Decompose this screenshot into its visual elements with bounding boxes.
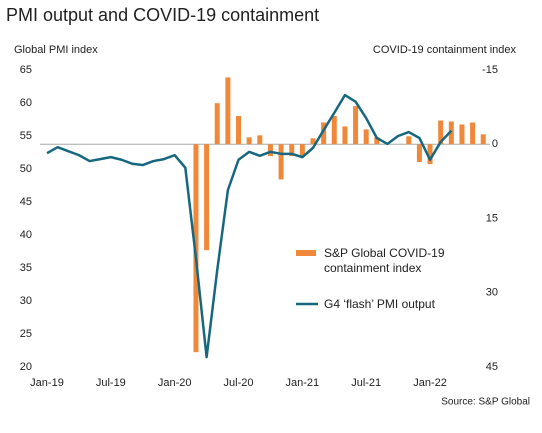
x-tick-label: Jan-22 xyxy=(413,377,447,389)
x-tick-label: Jul-19 xyxy=(96,377,126,389)
source: Source: S&P Global xyxy=(441,397,530,408)
y2-tick-label: 0 xyxy=(492,138,498,150)
y-tick-label: 35 xyxy=(20,262,32,274)
bar xyxy=(279,144,284,179)
y2-axis-label: COVID-19 containment index xyxy=(373,44,517,56)
bar xyxy=(332,116,337,144)
y-tick-label: 55 xyxy=(20,130,32,142)
bar xyxy=(364,129,369,144)
y-tick-label: 30 xyxy=(20,295,32,307)
y2-tick-label: 45 xyxy=(486,361,498,373)
y-tick-label: 25 xyxy=(20,328,32,340)
bar xyxy=(342,126,347,144)
chart-title: PMI output and COVID-19 containment xyxy=(6,5,319,25)
y-tick-label: 20 xyxy=(20,361,32,373)
bar xyxy=(236,116,241,144)
line xyxy=(47,95,451,357)
y2-tick-label: -15 xyxy=(482,64,498,76)
y-tick-label: 45 xyxy=(20,196,32,208)
y2-tick-label: 15 xyxy=(486,212,498,224)
bar xyxy=(257,135,262,144)
y-tick-label: 50 xyxy=(20,163,32,175)
page: PMI output and COVID-19 containment Glob… xyxy=(0,0,542,433)
bar xyxy=(225,77,230,144)
y-tick-label: 65 xyxy=(20,64,32,76)
y-axis-label: Global PMI index xyxy=(14,44,98,56)
bar xyxy=(406,136,411,144)
bar xyxy=(268,144,273,156)
legend-label: G4 ‘flash’ PMI output xyxy=(324,297,474,312)
x-tick-label: Jul-21 xyxy=(351,377,381,389)
x-tick-label: Jul-20 xyxy=(224,377,254,389)
x-tick-label: Jan-19 xyxy=(30,377,64,389)
bar xyxy=(481,134,486,144)
bar xyxy=(247,137,252,144)
x-tick-label: Jan-21 xyxy=(286,377,320,389)
bar xyxy=(215,103,220,144)
bar xyxy=(417,144,422,162)
bar xyxy=(353,106,358,144)
y-tick-label: 60 xyxy=(20,97,32,109)
chart: PMI output and COVID-19 containment Glob… xyxy=(0,0,542,433)
y2-tick-label: 30 xyxy=(486,287,498,299)
legend-swatch xyxy=(296,250,316,256)
x-tick-label: Jan-20 xyxy=(158,377,192,389)
bar xyxy=(470,122,475,144)
bar xyxy=(204,144,209,250)
bar xyxy=(459,124,464,144)
legend-label: S&P Global COVID-19 containment index xyxy=(324,246,474,276)
y-tick-label: 40 xyxy=(20,229,32,241)
